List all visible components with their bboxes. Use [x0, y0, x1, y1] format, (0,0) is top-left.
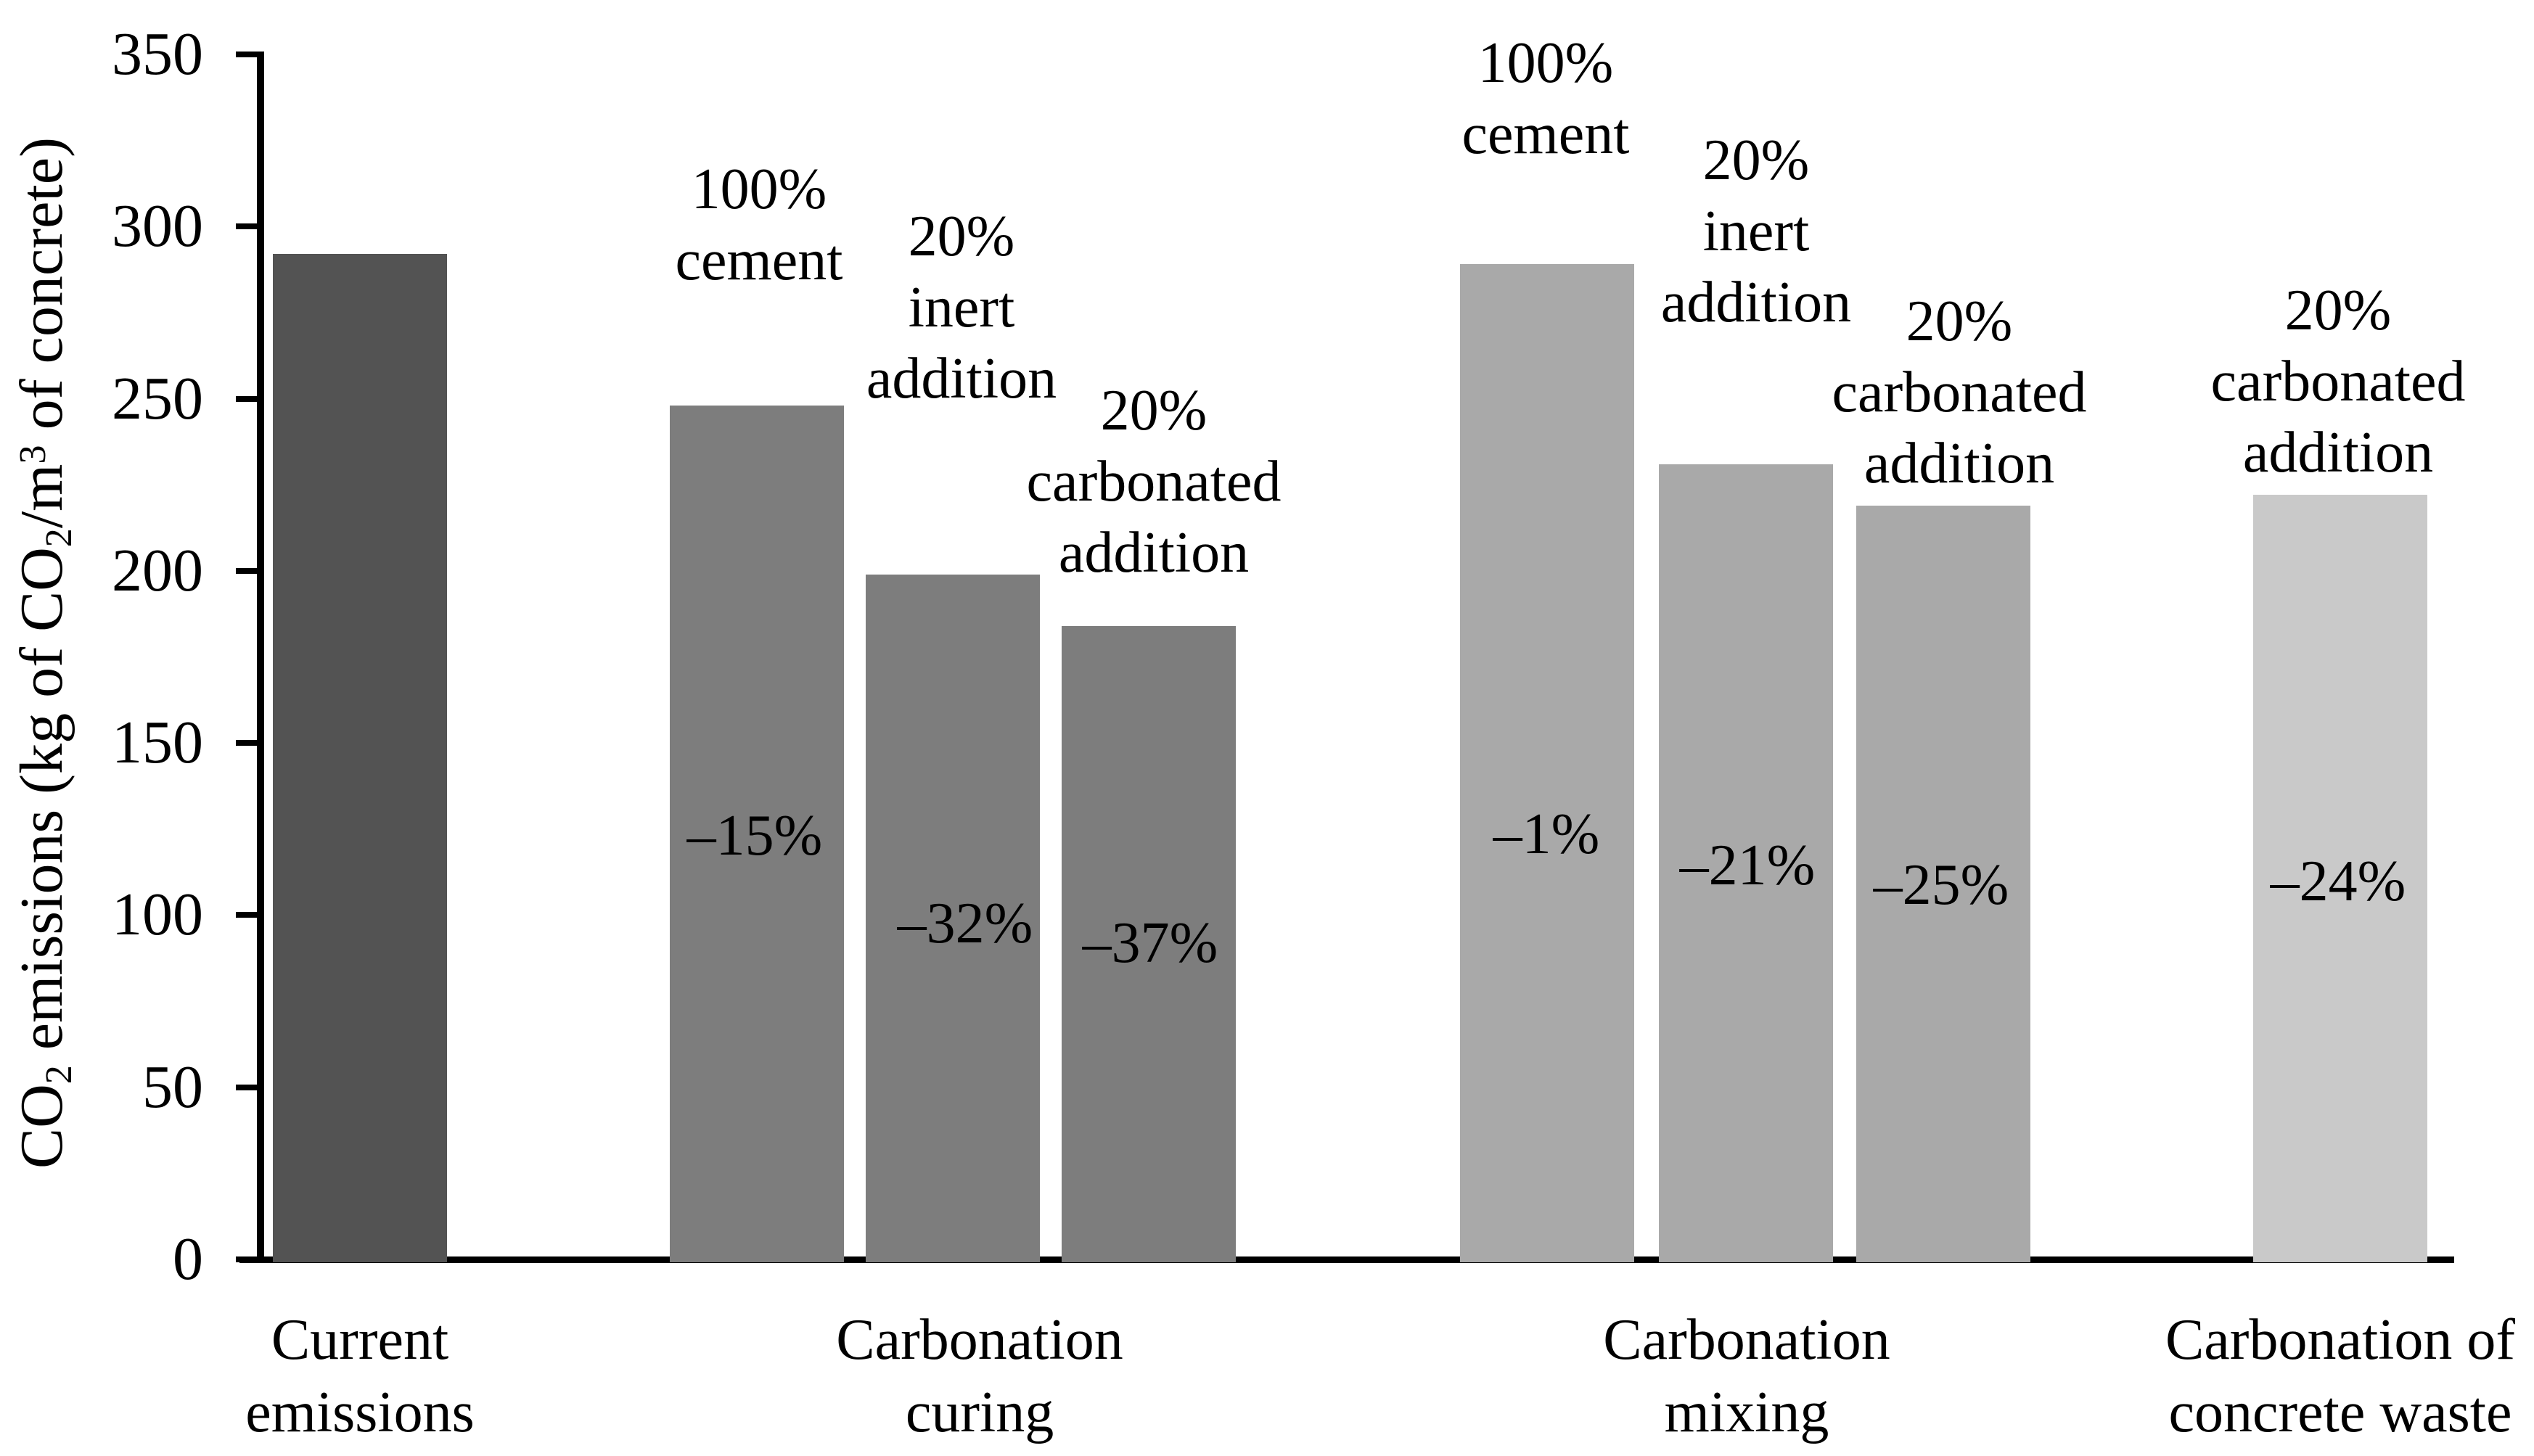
bar-annotation-line: carbonated: [2210, 350, 2466, 414]
y-tick-mark: [236, 1256, 263, 1262]
bar-annotation: 20% carbonated addition: [1734, 286, 2184, 499]
bar-20-carbonated-addition: [1062, 625, 1236, 1262]
bar-annotation-line: addition: [1863, 432, 2055, 495]
bar-annotation-line: inert: [908, 276, 1015, 340]
bar-100-cement: [1460, 264, 1634, 1262]
bar-annotation: 20% inert addition: [737, 201, 1186, 414]
bar-annotation-line: cement: [675, 229, 843, 292]
bar-annotation: 100% cement: [1321, 28, 1771, 170]
x-axis-category-label: Carbonation mixing: [1420, 1304, 2073, 1449]
bar-annotation-line: 20%: [1702, 128, 1810, 192]
y-tick-mark: [236, 223, 263, 230]
y-tick-mark: [236, 740, 263, 746]
y-tick-label: 0: [173, 1225, 203, 1293]
y-tick-mark: [236, 1084, 263, 1090]
x-axis-category-label-line: mixing: [1664, 1381, 1829, 1444]
bar-annotation-line: carbonated: [1832, 361, 2087, 424]
bar-delta-label: –32%: [897, 892, 1033, 955]
bar-annotation-line: cement: [1461, 102, 1630, 166]
bar-annotation: 100% cement: [534, 154, 984, 296]
bar-annotation-line: 20%: [1906, 289, 2013, 353]
bar-annotation: 20% inert addition: [1531, 125, 1981, 338]
y-tick-label: 100: [112, 881, 203, 949]
x-axis-category-label-line: concrete waste: [2168, 1381, 2512, 1444]
bar-annotation-line: 20%: [908, 205, 1015, 268]
y-tick-label: 200: [112, 536, 203, 604]
bar-delta-label: –15%: [686, 804, 823, 868]
x-axis-line: [239, 1256, 2454, 1263]
x-axis-category-label-line: emissions: [245, 1381, 475, 1444]
x-axis-category-label-line: Carbonation: [836, 1308, 1123, 1372]
y-tick-mark: [236, 52, 263, 57]
bar-current-emissions: [273, 254, 447, 1262]
bar-annotation-line: addition: [2242, 421, 2434, 485]
bar-delta-label: –24%: [2270, 850, 2406, 913]
x-axis-category-label-line: Current: [271, 1308, 449, 1372]
y-tick-label: 250: [112, 364, 203, 432]
y-axis-title-text: emissions (kg of CO: [8, 547, 76, 1066]
bar-100-cement: [670, 406, 844, 1262]
bar-annotation-line: inert: [1702, 200, 1810, 263]
y-axis-title-supscript: 3: [12, 445, 54, 464]
bar-20-carbonated-addition: [2253, 495, 2427, 1262]
y-tick-label: 300: [112, 192, 203, 260]
x-axis-category-label-line: curing: [905, 1381, 1054, 1444]
bar-annotation-line: addition: [1058, 521, 1250, 585]
bar-20-carbonated-addition: [1856, 505, 2030, 1262]
bar-delta-label: –21%: [1679, 834, 1816, 897]
bar-annotation-line: 100%: [1477, 31, 1614, 95]
bar-delta-label: –37%: [1082, 911, 1218, 975]
x-axis-category-label-line: Carbonation: [1603, 1308, 1890, 1372]
y-axis-title-text: /m: [8, 464, 76, 529]
x-axis-category-label: Carbonation curing: [653, 1304, 1306, 1449]
bar-20-inert-addition: [866, 574, 1040, 1262]
y-tick-label: 350: [112, 20, 203, 88]
bar-annotation-line: 20%: [2284, 279, 2392, 342]
y-axis-title: CO2 emissions (kg of CO2/m3 of concrete): [3, 137, 90, 1169]
bar-annotation: 20% carbonated addition: [2113, 275, 2534, 488]
bar-annotation-line: 20%: [1100, 379, 1207, 443]
bar-annotation-line: carbonated: [1026, 450, 1282, 514]
y-tick-mark: [236, 395, 263, 402]
x-axis-category-label: Current emissions: [33, 1304, 686, 1449]
bar-20-inert-addition: [1659, 464, 1833, 1262]
y-tick-label: 150: [112, 709, 203, 777]
bar-annotation-line: 100%: [691, 157, 827, 221]
x-axis-category-label-line: Carbonation of: [2165, 1308, 2516, 1372]
bar-annotation-line: addition: [866, 347, 1057, 411]
y-tick-mark: [236, 912, 263, 918]
x-axis-category-label: Carbonation of concrete waste: [2014, 1304, 2534, 1449]
y-tick-mark: [236, 567, 263, 574]
bar-annotation-line: addition: [1660, 271, 1852, 334]
bar-annotation: 20% carbonated addition: [929, 375, 1379, 588]
y-axis-line: [257, 52, 264, 1262]
bar-delta-label: –1%: [1493, 802, 1600, 866]
bar-delta-label: –25%: [1873, 853, 2009, 917]
y-tick-label: 50: [142, 1053, 203, 1121]
